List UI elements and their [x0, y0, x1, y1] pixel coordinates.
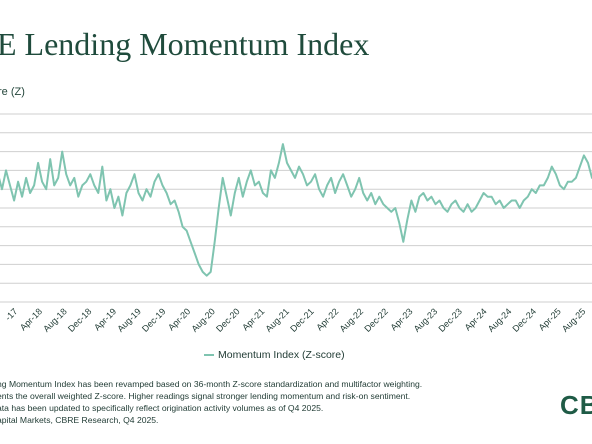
- x-tick-label: Aug-24: [486, 306, 514, 334]
- x-tick-label: Dec-23: [436, 306, 464, 334]
- x-tick-label: Dec-19: [140, 306, 168, 334]
- x-tick-label: Apr-24: [463, 306, 489, 332]
- x-tick-label: Aug-23: [412, 306, 440, 334]
- cbre-logo: CBE: [560, 390, 592, 420]
- x-tick-label: Aug-20: [189, 306, 217, 334]
- x-tick-label: Dec-20: [214, 306, 242, 334]
- x-tick-label: Aug-21: [264, 306, 292, 334]
- x-tick-label: Apr-23: [388, 306, 414, 332]
- x-tick-label: Dec-18: [66, 306, 94, 334]
- note-line-2: ents the overall weighted Z-score. Highe…: [0, 391, 411, 401]
- note-line-1: ng Momentum Index has been revamped base…: [0, 379, 423, 389]
- x-tick-label: Apr-25: [537, 306, 563, 332]
- x-tick-label: Apr-18: [18, 306, 44, 332]
- note-line-3: ata has been updated to specifically ref…: [0, 403, 324, 413]
- x-tick-label: Dec-21: [288, 306, 316, 334]
- x-tick-label: Aug-18: [41, 306, 69, 334]
- chart-notes: ng Momentum Index has been revamped base…: [0, 378, 422, 426]
- x-tick-label: Apr-22: [314, 306, 340, 332]
- x-tick-label: -17: [3, 306, 19, 322]
- x-tick-label: Dec-22: [362, 306, 390, 334]
- chart-title: E Lending Momentum Index: [0, 26, 370, 62]
- x-tick-label: Aug-22: [338, 306, 366, 334]
- x-tick-label: Aug-19: [115, 306, 143, 334]
- x-tick-label: Apr-19: [92, 306, 118, 332]
- series-line-momentum-index: [0, 143, 592, 277]
- x-tick-label: Dec-24: [511, 306, 539, 334]
- x-tick-label: Apr-21: [240, 306, 266, 332]
- x-tick-label: Aug-25: [560, 306, 588, 334]
- x-tick-label: Apr-20: [166, 306, 192, 332]
- chart-legend: Momentum Index (Z-score): [204, 349, 345, 361]
- legend-swatch: [204, 354, 214, 356]
- legend-label: Momentum Index (Z-score): [218, 349, 345, 361]
- note-source: apital Markets, CBRE Research, Q4 2025.: [0, 415, 159, 425]
- y-axis-label: re (Z): [0, 86, 25, 98]
